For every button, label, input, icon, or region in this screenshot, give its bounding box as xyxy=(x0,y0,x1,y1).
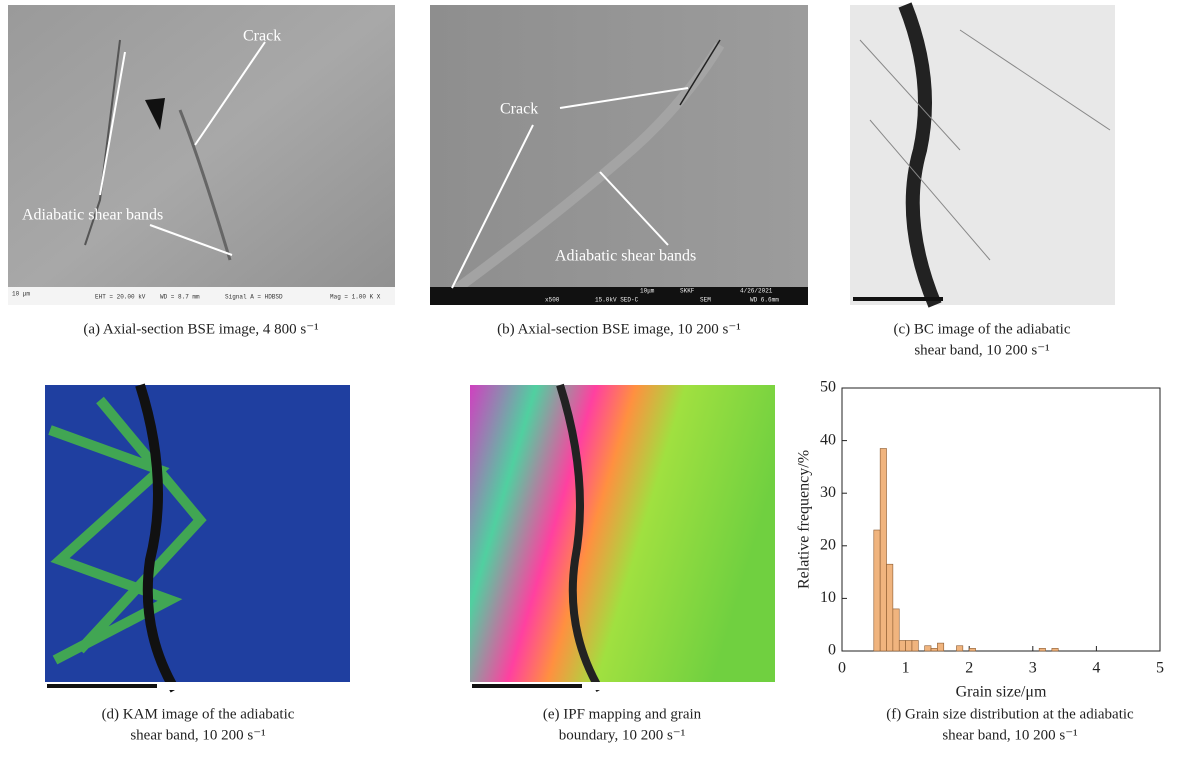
bar xyxy=(1039,648,1045,651)
info-text: WD 6.6mm xyxy=(750,297,779,304)
y-tick-label: 0 xyxy=(828,642,836,659)
info-text: Signal A = HDBSD xyxy=(225,294,283,301)
bar xyxy=(887,564,893,651)
x-tick-label: 2 xyxy=(965,660,973,677)
x-tick-label: 3 xyxy=(1029,660,1037,677)
annotation: Adiabatic shear bands xyxy=(22,207,163,224)
info-text: Mag = 1.00 K X xyxy=(330,294,381,301)
panel-d-image xyxy=(45,385,350,690)
panel-e-image xyxy=(470,385,775,690)
y-tick-label: 20 xyxy=(820,536,836,553)
annotation: Crack xyxy=(500,101,538,118)
bar xyxy=(880,448,886,651)
bar xyxy=(893,609,899,651)
caption: (a) Axial-section BSE image, 4 800 s⁻¹ xyxy=(83,321,318,337)
info-text: 10 μm xyxy=(12,291,30,298)
info-text: WD = 8.7 mm xyxy=(160,294,200,301)
caption: shear band, 10 200 s⁻¹ xyxy=(130,727,265,743)
y-tick-label: 40 xyxy=(820,431,836,448)
caption: (b) Axial-section BSE image, 10 200 s⁻¹ xyxy=(497,321,741,337)
info-text: 10μm xyxy=(640,288,655,295)
bar xyxy=(937,643,943,651)
info-text: SEM xyxy=(700,297,711,304)
y-tick-label: 30 xyxy=(820,484,836,501)
caption: shear band, 10 200 s⁻¹ xyxy=(942,727,1077,743)
bar xyxy=(874,530,880,651)
bar xyxy=(906,640,912,651)
caption: (f) Grain size distribution at the adiab… xyxy=(886,706,1134,722)
info-text: EHT = 20.00 kV xyxy=(95,294,146,301)
annotation: Adiabatic shear bands xyxy=(555,248,696,265)
bar xyxy=(969,648,975,651)
panel-c-image xyxy=(850,5,1115,305)
caption: shear band, 10 200 s⁻¹ xyxy=(914,342,1049,358)
x-tick-label: 5 xyxy=(1156,660,1164,677)
bar xyxy=(912,640,918,651)
bar xyxy=(1052,648,1058,651)
info-text: 4/26/2021 xyxy=(740,288,773,295)
caption: boundary, 10 200 s⁻¹ xyxy=(559,727,685,743)
info-text: x500 xyxy=(545,297,560,304)
annotation: Crack xyxy=(243,28,281,45)
x-tick-label: 4 xyxy=(1092,660,1100,677)
x-tick-label: 0 xyxy=(838,660,846,677)
bar xyxy=(931,648,937,651)
caption: (c) BC image of the adiabatic xyxy=(893,321,1070,337)
panel-a-image xyxy=(8,5,395,305)
caption: (e) IPF mapping and grain xyxy=(543,706,702,722)
caption: (d) KAM image of the adiabatic xyxy=(102,706,295,722)
y-tick-label: 50 xyxy=(820,379,836,396)
y-tick-label: 10 xyxy=(820,589,836,606)
info-text: SKKF xyxy=(680,288,695,295)
info-text: 15.0kV SED-C xyxy=(595,297,639,304)
bar xyxy=(925,646,931,651)
y-axis-label: Relative frequency/% xyxy=(796,450,813,589)
figure: 01234501020304050Grain size/μmRelative f… xyxy=(0,0,1181,769)
x-axis-label: Grain size/μm xyxy=(956,684,1047,701)
bar xyxy=(899,640,905,651)
bar xyxy=(956,646,962,651)
x-tick-label: 1 xyxy=(902,660,910,677)
